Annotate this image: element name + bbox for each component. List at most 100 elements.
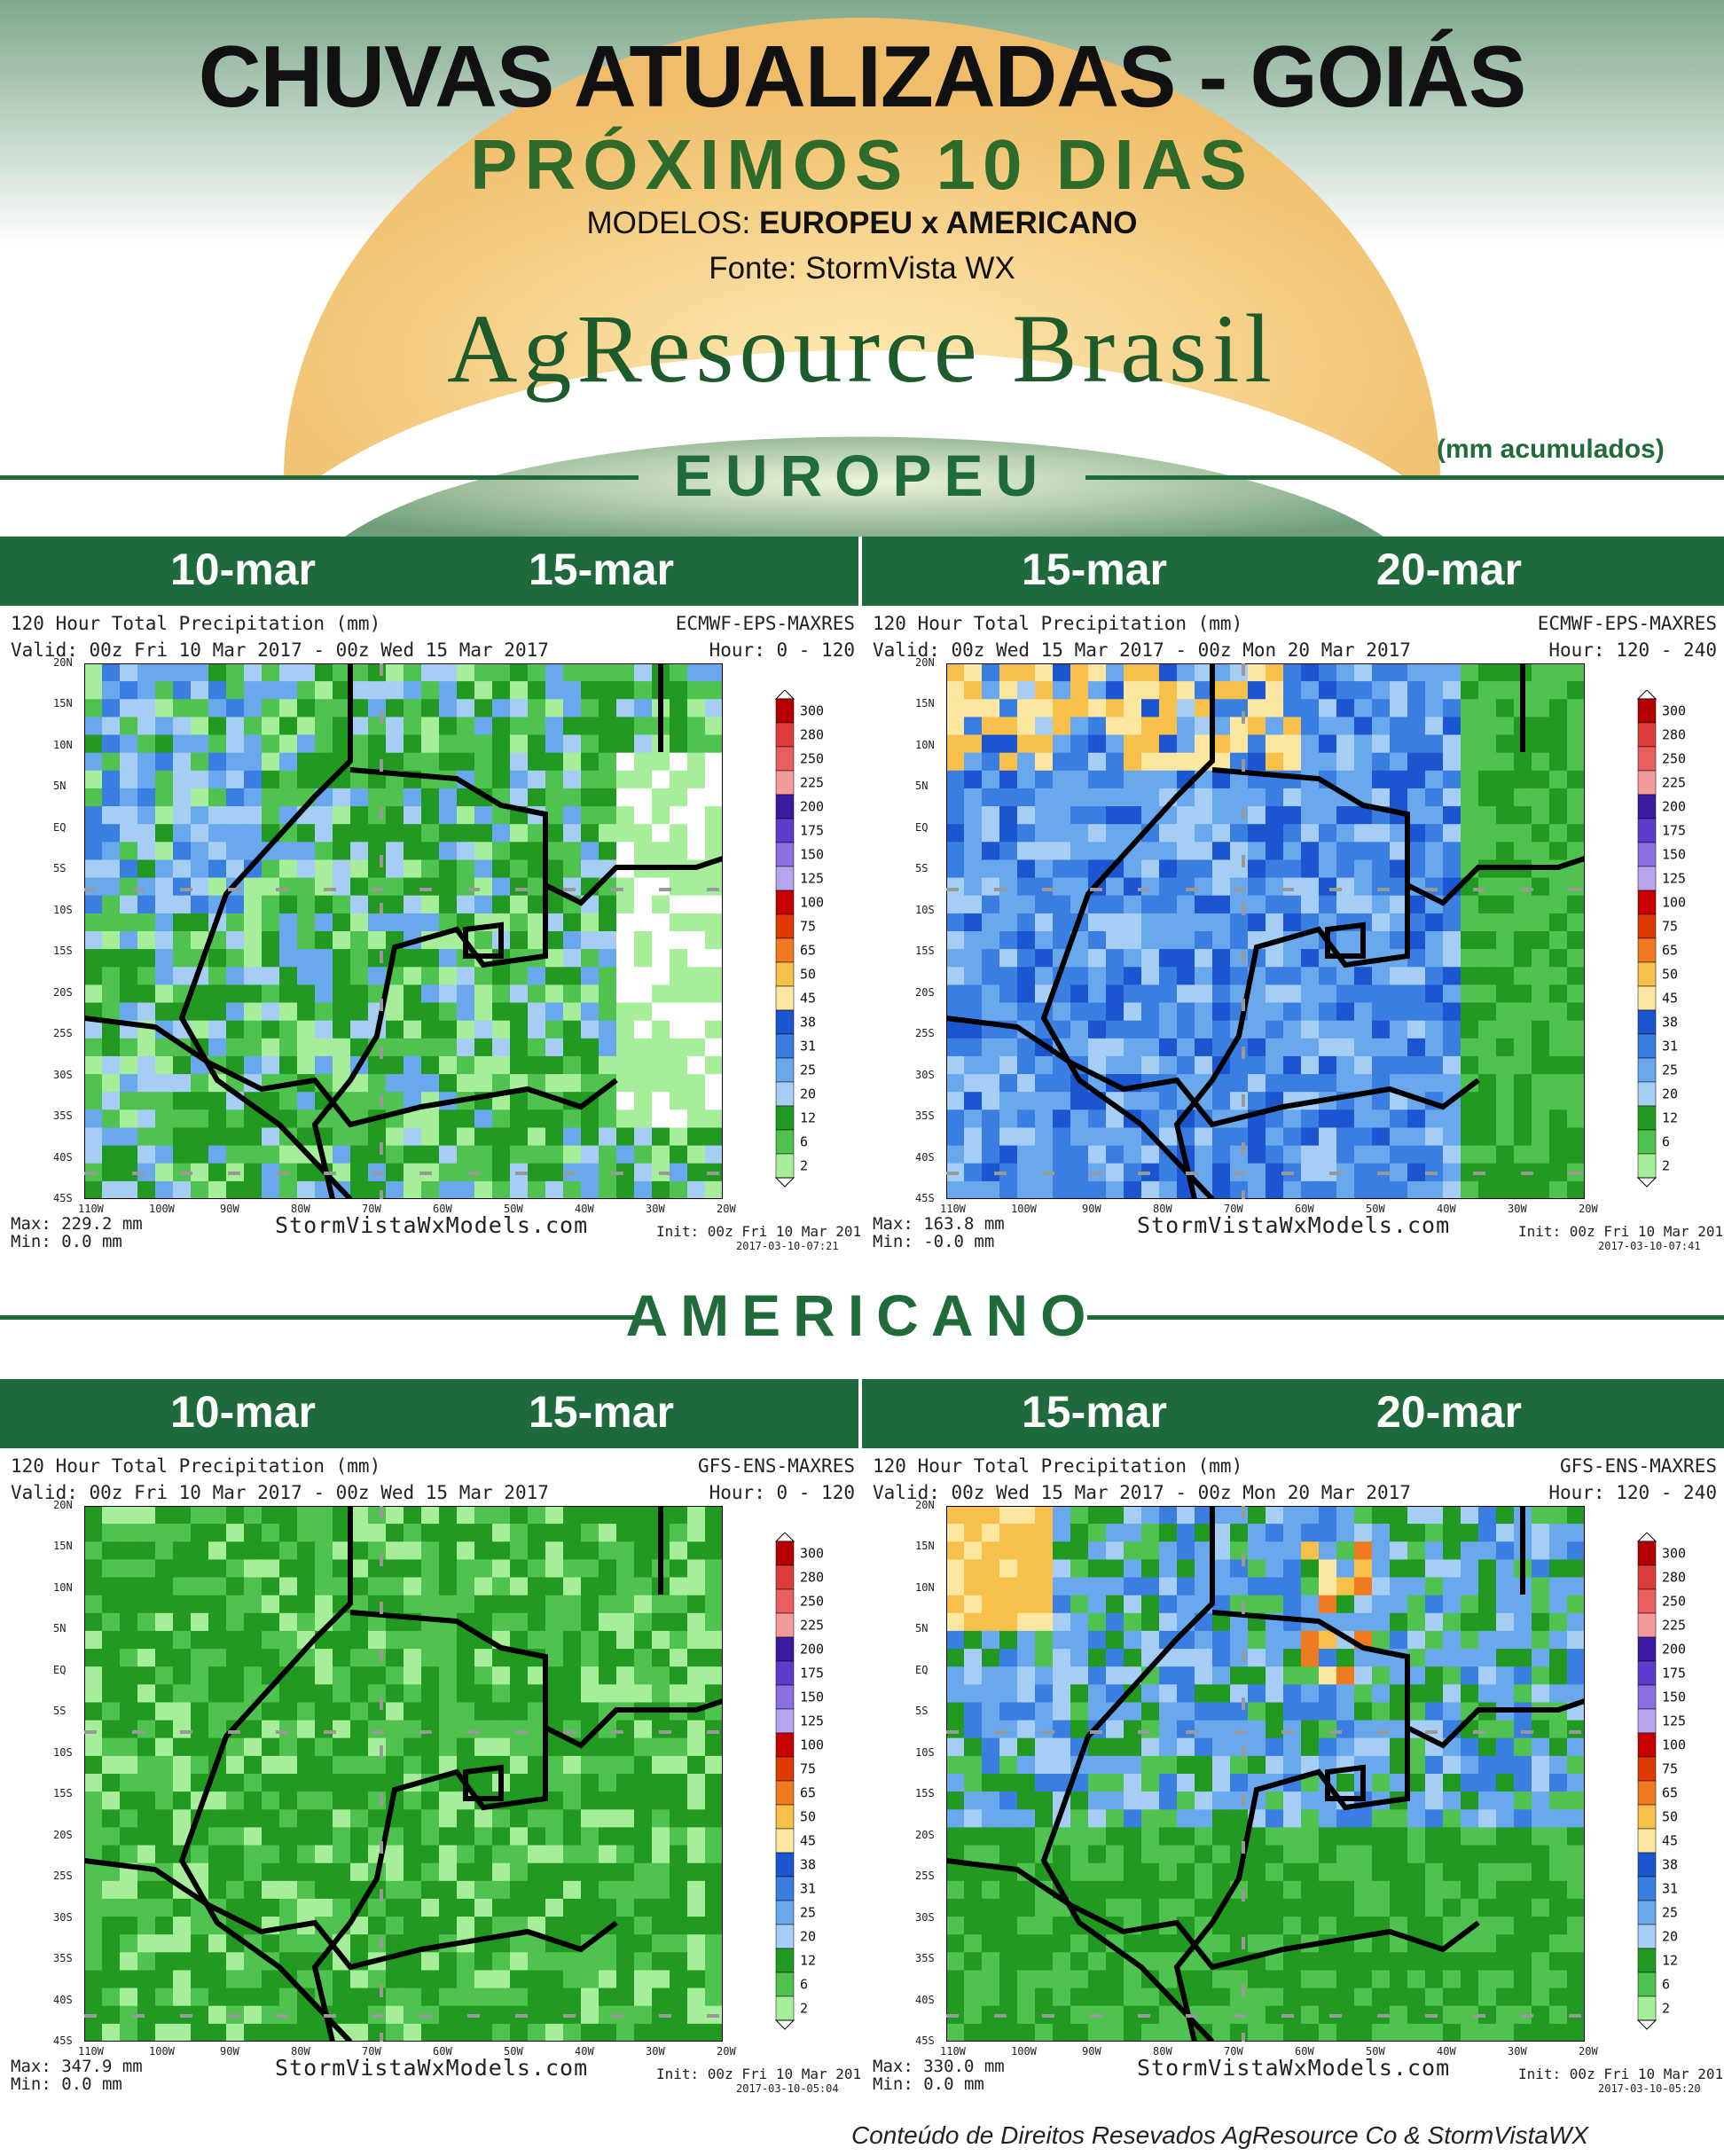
colorbar-swatch bbox=[1637, 1876, 1657, 1901]
colorbar-swatch bbox=[1637, 1684, 1657, 1710]
colorbar-level-label: 150 bbox=[1662, 1690, 1686, 1705]
colorbar-swatch bbox=[1637, 1057, 1657, 1083]
colorbar-swatch bbox=[775, 1708, 795, 1734]
lat-tick-label: 15N bbox=[53, 1540, 73, 1553]
colorbar-swatch bbox=[1637, 1129, 1657, 1155]
colorbar-swatch bbox=[1637, 1541, 1657, 1566]
colorbar-swatch bbox=[775, 1900, 795, 1925]
colorbar-swatch bbox=[1637, 1924, 1657, 1949]
lat-tick-label: 5N bbox=[53, 780, 67, 793]
colorbar-level-label: 6 bbox=[800, 1134, 808, 1150]
colorbar-swatch bbox=[1637, 1900, 1657, 1925]
lon-tick-label: 50W bbox=[504, 2045, 523, 2058]
date-bar-americano: 10-mar 15-mar 15-mar 20-mar bbox=[0, 1379, 1724, 1448]
lon-tick-label: 100W bbox=[149, 1203, 175, 1215]
lon-tick-label: 40W bbox=[1437, 1203, 1456, 1215]
colorbar-level-label: 300 bbox=[1662, 1546, 1686, 1562]
brand-logo-text: AgResource Brasil bbox=[447, 294, 1277, 403]
lon-tick-label: 30W bbox=[1508, 1203, 1527, 1215]
init-time: Init: 00z Fri 10 Mar 2017 bbox=[1518, 1223, 1724, 1240]
colorbar-swatch bbox=[775, 1876, 795, 1901]
min-value: Min: 0.0 mm bbox=[11, 2074, 122, 2094]
heading-rule-left bbox=[0, 475, 639, 480]
colorbar-level-label: 250 bbox=[800, 1594, 824, 1610]
source-website: StormVistaWxModels.com bbox=[275, 1212, 589, 1238]
colorbar-level-label: 12 bbox=[1662, 1953, 1678, 1969]
page-subtitle: PRÓXIMOS 10 DIAS bbox=[470, 125, 1254, 204]
lon-tick-label: 70W bbox=[362, 2045, 381, 2058]
colorbar-swatch bbox=[1637, 1612, 1657, 1638]
date-label: 20-mar bbox=[1376, 1387, 1522, 1437]
lat-tick-label: 15N bbox=[915, 1540, 935, 1553]
lon-tick-label: 80W bbox=[1153, 2045, 1172, 2058]
colorbar-level-label: 75 bbox=[800, 1761, 816, 1777]
colorbar-level-label: 225 bbox=[800, 1618, 824, 1634]
colorbar-swatch bbox=[775, 794, 795, 819]
colorbar-swatch bbox=[1637, 985, 1657, 1011]
colorbar-level-label: 31 bbox=[1662, 1039, 1678, 1054]
lat-tick-label: 10S bbox=[53, 903, 73, 916]
copyright-credits: Conteúdo de Direitos Resevados AgResourc… bbox=[851, 2121, 1589, 2149]
country-borders bbox=[946, 663, 1585, 1199]
model-name: GFS-ENS-MAXRES bbox=[1559, 1455, 1717, 1477]
colorbar-swatch bbox=[1637, 1708, 1657, 1734]
colorbar-level-label: 300 bbox=[1662, 703, 1686, 719]
min-value: Min: 0.0 mm bbox=[11, 1232, 122, 1251]
colorbar-swatch bbox=[775, 818, 795, 843]
source-website: StormVistaWxModels.com bbox=[1137, 1212, 1451, 1238]
lat-tick-label: 10N bbox=[915, 738, 935, 751]
lon-tick-label: 20W bbox=[1579, 2045, 1598, 2058]
source-line: Fonte: StormVista WX bbox=[709, 251, 1015, 286]
lat-tick-label: 45S bbox=[915, 2034, 935, 2047]
colorbar-level-label: 31 bbox=[1662, 1881, 1678, 1897]
lat-tick-label: 25S bbox=[915, 1027, 935, 1040]
sun-earth-background bbox=[0, 0, 1724, 550]
date-label: 15-mar bbox=[529, 545, 674, 594]
colorbar-level-label: 175 bbox=[1662, 823, 1686, 839]
lat-tick-label: 20N bbox=[53, 1499, 73, 1511]
lat-tick-label: 45S bbox=[53, 1192, 73, 1204]
colorbar-level-label: 250 bbox=[1662, 751, 1686, 767]
lon-tick-label: 70W bbox=[1224, 1203, 1243, 1215]
colorbar-level-label: 31 bbox=[800, 1881, 816, 1897]
colorbar-swatch bbox=[1637, 1636, 1657, 1662]
colorbar-swatch bbox=[1637, 746, 1657, 772]
lon-tick-label: 90W bbox=[1082, 2045, 1101, 2058]
init-time: Init: 00z Fri 10 Mar 2017 bbox=[656, 1223, 862, 1240]
colorbar-swatch bbox=[775, 937, 795, 963]
date-label: 15-mar bbox=[1022, 545, 1167, 594]
colorbar-swatch bbox=[775, 842, 795, 867]
colorbar-swatch bbox=[1637, 1852, 1657, 1878]
lon-tick-label: 20W bbox=[1579, 1203, 1598, 1215]
run-timestamp: 2017-03-10-05:04 bbox=[736, 2082, 839, 2095]
colorbar-swatch bbox=[1637, 890, 1657, 915]
lon-tick-label: 100W bbox=[149, 2045, 175, 2058]
lon-tick-label: 30W bbox=[1508, 2045, 1527, 2058]
model-name: ECMWF-EPS-MAXRES bbox=[1537, 613, 1717, 634]
model-name: ECMWF-EPS-MAXRES bbox=[675, 613, 855, 634]
lat-tick-label: 30S bbox=[915, 1910, 935, 1924]
heading-rule-left bbox=[0, 1315, 637, 1320]
lon-tick-label: 20W bbox=[717, 1203, 736, 1215]
max-value: Max: 330.0 mm bbox=[873, 2057, 1005, 2076]
colorbar-level-label: 45 bbox=[1662, 1833, 1678, 1849]
colorbar-swatch bbox=[1637, 818, 1657, 843]
colorbar-level-label: 75 bbox=[1662, 1761, 1678, 1777]
colorbar-swatch bbox=[1637, 1660, 1657, 1686]
colorbar-level-label: 20 bbox=[1662, 1086, 1678, 1102]
colorbar-swatch bbox=[1637, 770, 1657, 796]
colorbar-level-label: 25 bbox=[1662, 1905, 1678, 1921]
date-label: 10-mar bbox=[170, 545, 316, 594]
lon-tick-label: 110W bbox=[78, 1203, 104, 1215]
lon-tick-label: 80W bbox=[291, 1203, 310, 1215]
map-title: 120 Hour Total Precipitation (mm) bbox=[11, 613, 381, 634]
forecast-hours: Hour: 120 - 240 bbox=[1548, 639, 1717, 661]
colorbar-swatch bbox=[775, 1828, 795, 1854]
lat-tick-label: 10S bbox=[915, 1745, 935, 1759]
colorbar-level-label: 12 bbox=[800, 1953, 816, 1969]
lon-tick-label: 30W bbox=[646, 2045, 665, 2058]
date-label: 15-mar bbox=[1022, 1387, 1167, 1437]
colorbar-level-label: 100 bbox=[800, 1737, 824, 1753]
date-label: 15-mar bbox=[529, 1387, 674, 1437]
precip-colorbar: 3002802502252001751501251007565504538312… bbox=[774, 1533, 824, 2030]
